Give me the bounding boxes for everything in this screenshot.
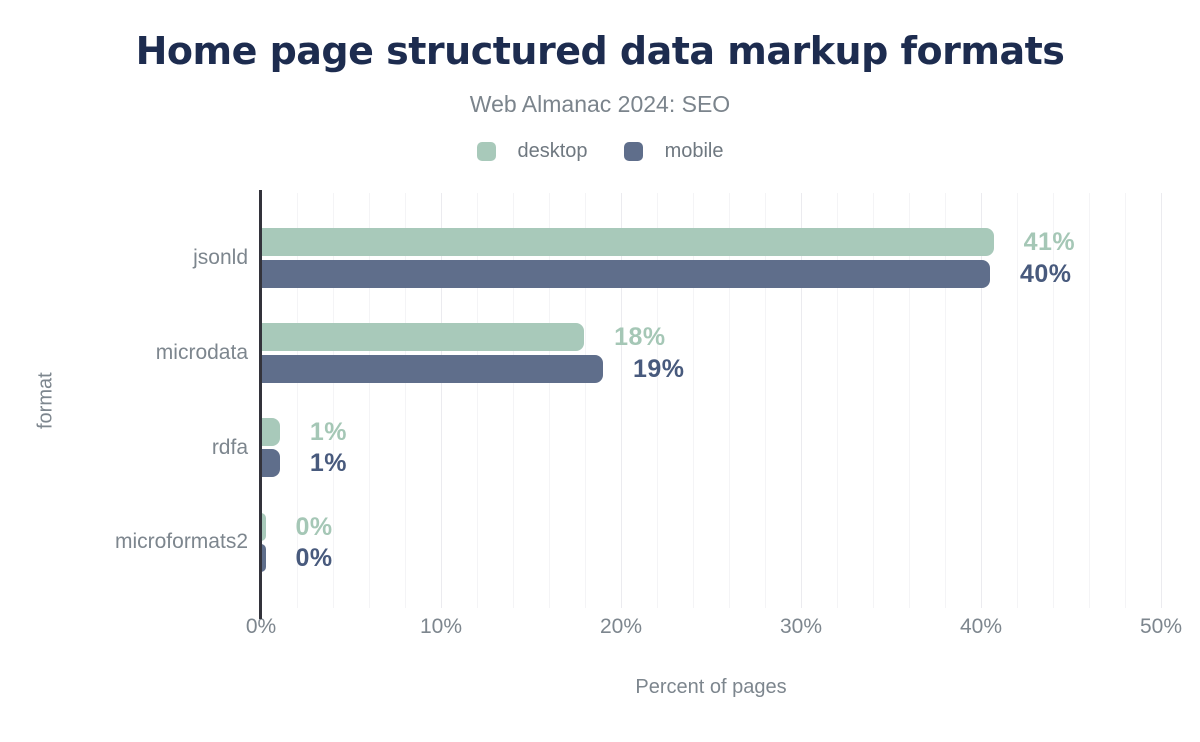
gridline-major-10: [441, 193, 442, 608]
gridline-minor-14: [513, 193, 514, 608]
gridline-minor-38: [945, 193, 946, 608]
bar-mobile-jsonld: [261, 259, 990, 288]
value-label-desktop-microformats2: 0%: [295, 512, 333, 541]
gridline-minor-44: [1053, 193, 1054, 608]
category-label-microdata: microdata: [155, 340, 248, 364]
legend: desktop mobile: [0, 140, 1200, 163]
value-label-mobile-rdfa: 1%: [309, 449, 348, 478]
chart-title: Home page structured data markup formats: [135, 29, 1065, 73]
y-axis-line: [259, 190, 262, 619]
gridline-minor-18: [585, 193, 586, 608]
bar-mobile-rdfa: [261, 449, 280, 478]
gridline-minor-42: [1017, 193, 1018, 608]
x-tick-50%: 50%: [1139, 615, 1183, 638]
value-label-mobile-microdata: 19%: [633, 354, 685, 383]
gridline-minor-28: [765, 193, 766, 608]
legend-swatch-mobile: [623, 142, 643, 161]
x-tick-0%: 0%: [245, 615, 277, 638]
gridline-minor-26: [729, 193, 730, 608]
value-label-desktop-jsonld: 41%: [1023, 228, 1076, 257]
bar-desktop-rdfa: [261, 417, 280, 446]
bar-mobile-microformats2: [261, 544, 266, 572]
x-tick-40%: 40%: [959, 615, 1003, 638]
bar-mobile-microdata: [261, 354, 603, 383]
gridline-minor-12: [477, 193, 478, 608]
gridline-major-20: [621, 193, 622, 608]
category-label-microformats2: microformats2: [114, 530, 248, 554]
value-label-desktop-rdfa: 1%: [309, 417, 348, 446]
legend-swatch-desktop: [476, 142, 496, 161]
gridline-major-50: [1161, 193, 1162, 608]
gridline-minor-4: [333, 193, 334, 608]
category-label-jsonld: jsonld: [193, 246, 248, 269]
legend-item-desktop[interactable]: desktop: [476, 140, 588, 163]
value-label-mobile-jsonld: 40%: [1020, 259, 1072, 288]
x-axis-title: Percent of pages: [635, 676, 787, 698]
value-label-mobile-microformats2: 0%: [295, 544, 333, 572]
gridline-major-30: [801, 193, 802, 608]
bar-desktop-microdata: [261, 323, 585, 351]
gridline-minor-6: [369, 193, 370, 608]
gridline-minor-48: [1125, 193, 1126, 608]
gridline-minor-8: [405, 193, 406, 608]
legend-label-mobile: mobile: [664, 140, 724, 162]
gridline-minor-22: [657, 193, 658, 608]
legend-label-desktop: desktop: [517, 140, 588, 162]
gridline-minor-2: [297, 193, 298, 608]
category-label-rdfa: rdfa: [211, 435, 248, 459]
gridline-minor-46: [1089, 193, 1090, 608]
gridline-minor-16: [549, 193, 550, 608]
gridline-minor-34: [873, 193, 874, 608]
x-tick-30%: 30%: [779, 615, 823, 638]
gridline-minor-32: [837, 193, 838, 608]
bar-desktop-jsonld: [261, 228, 994, 257]
plot-area: 41% 40% 18% 19% 1% 1% 0% 0%: [261, 193, 1162, 608]
bar-desktop-microformats2: [261, 512, 266, 541]
x-tick-10%: 10%: [419, 615, 463, 638]
legend-item-mobile[interactable]: mobile: [623, 140, 724, 163]
chart-subtitle: Web Almanac 2024: SEO: [469, 91, 731, 117]
gridline-major-40: [981, 193, 982, 608]
gridline-minor-36: [909, 193, 910, 608]
gridline-minor-24: [693, 193, 694, 608]
value-label-desktop-microdata: 18%: [614, 323, 666, 351]
x-tick-20%: 20%: [599, 615, 643, 638]
